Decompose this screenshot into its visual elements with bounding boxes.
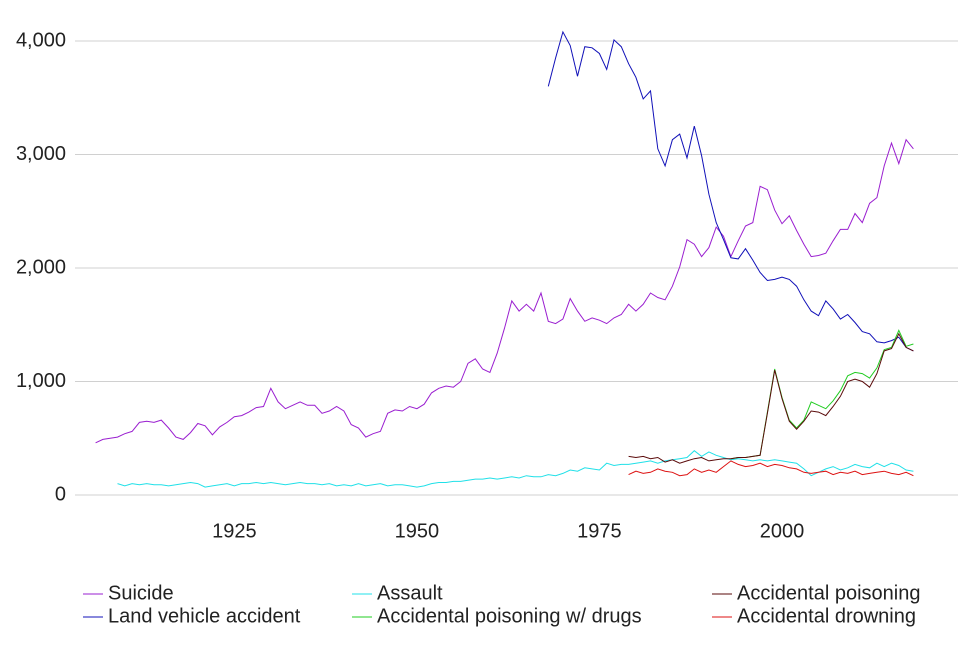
x-tick-label: 2000 xyxy=(760,520,805,542)
legend-label: Suicide xyxy=(108,582,174,604)
y-tick-label: 1,000 xyxy=(16,370,66,392)
legend-label: Assault xyxy=(377,582,443,604)
series-line xyxy=(547,30,914,352)
y-tick-label: 0 xyxy=(55,483,66,505)
legend-label: Land vehicle accident xyxy=(108,605,301,627)
legend-label: Accidental poisoning w/ drugs xyxy=(377,605,642,627)
y-tick-label: 2,000 xyxy=(16,256,66,278)
x-tick-label: 1950 xyxy=(395,520,440,542)
series-line xyxy=(117,450,914,488)
y-tick-label: 3,000 xyxy=(16,143,66,165)
legend-label: Accidental drowning xyxy=(737,605,916,627)
series-line xyxy=(95,138,914,444)
legend-label: Accidental poisoning xyxy=(737,582,920,604)
series-line xyxy=(730,329,914,460)
y-tick-label: 4,000 xyxy=(16,29,66,51)
series-line xyxy=(628,460,914,477)
x-tick-label: 1975 xyxy=(577,520,622,542)
x-tick-label: 1925 xyxy=(212,520,257,542)
series-line xyxy=(628,332,914,464)
